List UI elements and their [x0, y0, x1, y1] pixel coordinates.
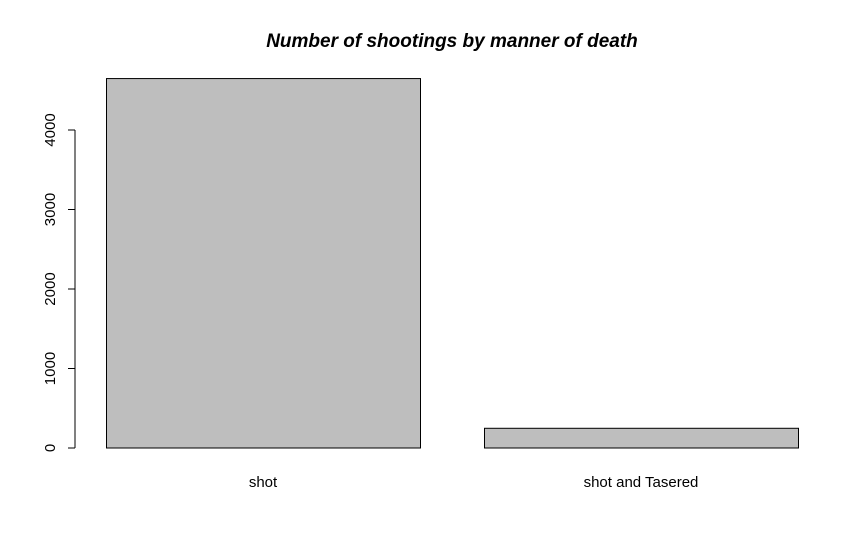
bar-shot-and-tasered: [484, 427, 799, 449]
x-category-label: shot: [249, 474, 278, 491]
x-category-label: shot and Tasered: [584, 474, 699, 491]
y-tick-label: 1000: [42, 352, 59, 385]
category-labels: shot shot and Tasered: [249, 474, 699, 491]
bars: [106, 78, 799, 449]
y-axis-ticks: 0 1000 2000 3000 4000: [42, 113, 75, 452]
y-tick-label: 3000: [42, 193, 59, 226]
y-tick-label: 2000: [42, 272, 59, 305]
y-tick-label: 4000: [42, 113, 59, 146]
chart-title: Number of shootings by manner of death: [266, 31, 638, 52]
y-tick-label: 0: [42, 444, 59, 452]
bar-shot: [106, 78, 421, 449]
